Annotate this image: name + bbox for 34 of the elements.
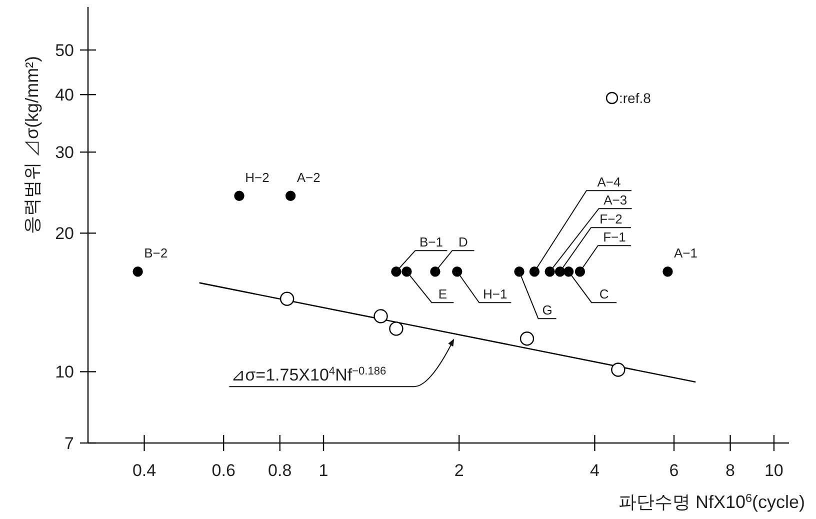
annotation: F−1	[603, 230, 626, 245]
x-tick-label: 0.6	[212, 461, 236, 480]
annotation: ⊿σ=1.75X10$^{4}$Nf$^{−0.186}$	[231, 366, 386, 385]
x-tick-label: 0.8	[268, 461, 292, 480]
annotation: H−2	[245, 170, 270, 185]
x-tick-label: 8	[726, 461, 736, 480]
annotation: A−1	[674, 246, 698, 261]
annotation: G	[542, 302, 552, 318]
legend: :ref.8	[606, 90, 651, 106]
annotation: A−4	[597, 174, 621, 190]
annotation: C	[599, 286, 609, 302]
y-tick-label: 40	[55, 86, 74, 105]
y-tick-label: 10	[55, 362, 74, 382]
y-tick-label: 50	[55, 41, 74, 60]
annotation: D	[458, 234, 468, 250]
annotation: B−2	[144, 246, 168, 261]
annotation: A−3	[604, 192, 628, 208]
x-axis-title: 파단수명 NfX10$^{6}$(cycle)	[618, 492, 805, 512]
y-axis-title: 응력범위 ⊿σ(kg/mm²)	[22, 56, 42, 234]
annotation: H−1	[483, 286, 508, 302]
x-tick-label: 1	[318, 461, 328, 480]
x-tick-label: 0.4	[132, 461, 156, 480]
y-tick-label: 7	[64, 434, 74, 453]
annotation: E	[438, 286, 448, 302]
x-tick-label: 4	[590, 461, 600, 480]
legend-label: :ref.8	[619, 90, 652, 106]
y-tick-label: 30	[55, 143, 74, 162]
annotation: B−1	[419, 234, 443, 250]
x-tick-label: 2	[454, 461, 464, 480]
annotation: F−2	[600, 212, 622, 227]
x-tick-label: 6	[669, 461, 679, 480]
y-tick-label: 20	[55, 224, 74, 244]
x-tick-label: 10	[764, 461, 784, 480]
annotation: A−2	[296, 170, 320, 185]
